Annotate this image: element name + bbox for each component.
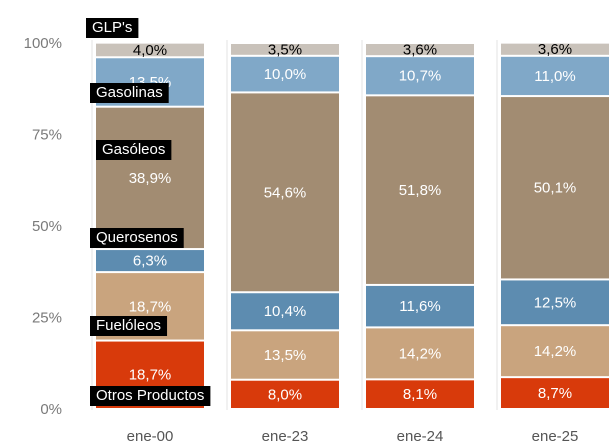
bar-segment	[366, 380, 474, 408]
value-label: 54,6%	[264, 184, 307, 201]
value-label: 50,1%	[534, 180, 577, 197]
value-label: 6,3%	[133, 253, 167, 270]
value-label: 38,9%	[129, 170, 172, 187]
value-label: 10,0%	[264, 66, 307, 83]
value-label: 13,5%	[264, 347, 307, 364]
y-tick-label: 50%	[32, 218, 62, 235]
bar-segment	[366, 328, 474, 379]
value-label: 8,0%	[268, 386, 302, 403]
value-label: 3,6%	[403, 42, 437, 59]
bar-segment	[96, 250, 204, 272]
legend-box	[90, 316, 168, 336]
legend-item: Fuelóleos	[90, 316, 168, 336]
y-tick-label: 75%	[32, 126, 62, 143]
legend-label: Gasolinas	[96, 84, 163, 101]
legend-item: Gasolinas	[90, 83, 169, 103]
bar-segment	[501, 97, 609, 279]
bar-segment	[231, 331, 339, 379]
bar-segment	[501, 43, 609, 55]
value-label: 4,0%	[133, 42, 167, 59]
value-label: 14,2%	[534, 343, 577, 360]
bar-segment	[231, 44, 339, 55]
bar-segment	[96, 43, 204, 57]
y-tick-label: 100%	[24, 35, 62, 52]
legend-box	[90, 83, 169, 103]
legend-box	[90, 228, 184, 248]
value-label: 14,2%	[399, 345, 442, 362]
legend-item: Otros Productos	[90, 386, 211, 406]
value-label: 51,8%	[399, 182, 442, 199]
value-label: 11,0%	[534, 68, 575, 85]
bar-segment	[501, 326, 609, 377]
legend-box	[90, 386, 211, 406]
bar-segment	[231, 380, 339, 408]
legend-box	[86, 18, 139, 38]
value-label: 8,1%	[403, 386, 437, 403]
value-label: 10,7%	[399, 68, 442, 85]
bar-segment	[501, 378, 609, 408]
bar-segment	[231, 293, 339, 330]
bar-segment	[366, 285, 474, 327]
x-tick-label: ene-00	[127, 428, 174, 445]
legend-item: Querosenos	[90, 228, 184, 248]
y-tick-label: 0%	[40, 401, 62, 418]
value-label: 11,6%	[399, 298, 440, 315]
bar-segment	[366, 44, 474, 56]
bar-segment	[366, 57, 474, 95]
x-tick-label: ene-25	[532, 428, 579, 445]
legend-label: Gasóleos	[102, 141, 165, 158]
value-label: 10,4%	[264, 303, 307, 320]
legend-item: Gasóleos	[96, 140, 172, 160]
value-label: 18,7%	[129, 367, 172, 384]
bar-segment	[96, 107, 204, 249]
legend-item: GLP's	[86, 18, 139, 38]
bar-segment	[231, 56, 339, 92]
legend-label: Querosenos	[96, 229, 178, 246]
value-label: 3,5%	[268, 41, 302, 58]
value-label: 12,5%	[534, 294, 577, 311]
bar-segment	[231, 93, 339, 292]
x-tick-label: ene-23	[262, 428, 309, 445]
value-label: 18,7%	[129, 298, 172, 315]
bar-segment	[501, 56, 609, 96]
bar-segment	[366, 96, 474, 284]
legend-box	[96, 140, 172, 160]
legend-label: GLP's	[92, 19, 132, 36]
x-tick-label: ene-24	[397, 428, 444, 445]
legend-label: Fuelóleos	[96, 317, 161, 334]
y-tick-label: 25%	[32, 309, 62, 326]
value-label: 8,7%	[538, 385, 572, 402]
value-label: 3,6%	[538, 41, 572, 58]
legend-label: Otros Productos	[96, 387, 204, 404]
bar-segment	[501, 280, 609, 325]
